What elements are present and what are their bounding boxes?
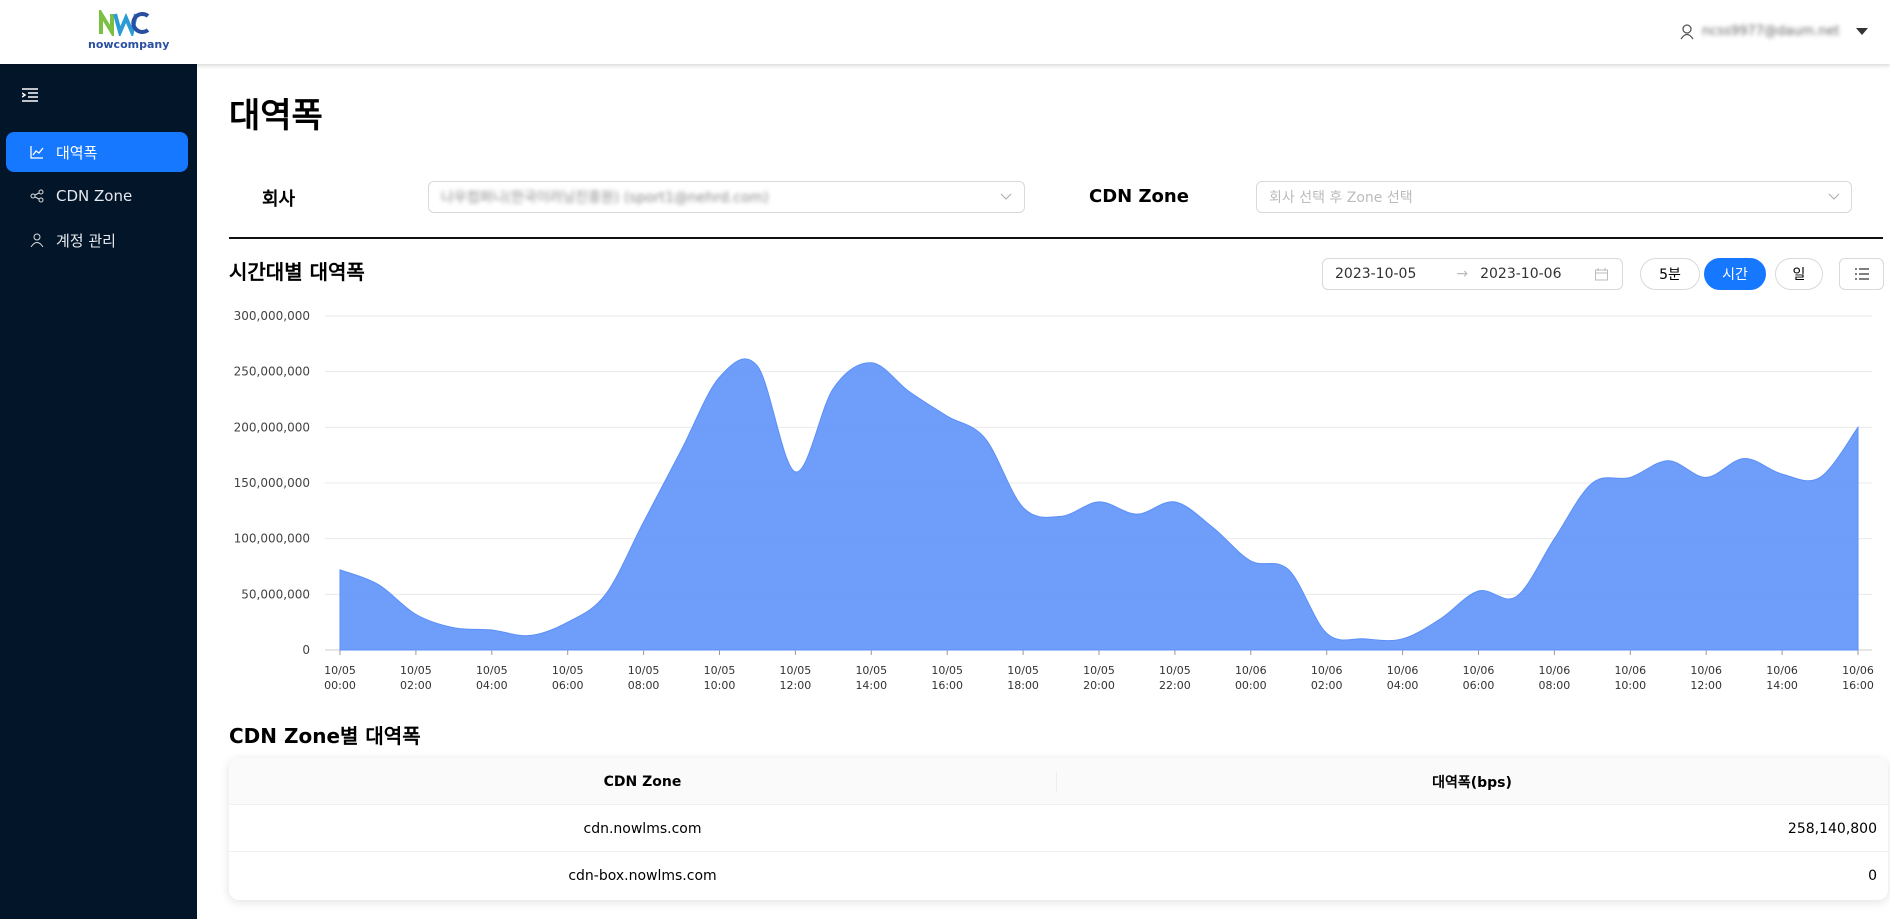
divider (229, 237, 1883, 239)
page-title: 대역폭 (229, 96, 323, 136)
x-tick-label: 10/05 12:00 (780, 664, 812, 692)
select-value: 나우컴퍼니(한국이러닝진흥원) (sport1@nehrd.com) (441, 190, 769, 206)
x-tick-label: 10/06 12:00 (1690, 664, 1722, 692)
menu-label: 대역폭 (56, 143, 98, 162)
y-tick-label: 50,000,000 (241, 587, 310, 601)
chart-title: 시간대별 대역폭 (229, 260, 365, 284)
zone-select[interactable]: 회사 선택 후 Zone 선택 (1256, 181, 1852, 213)
x-tick-label: 10/05 00:00 (324, 664, 356, 692)
y-tick-label: 300,000,000 (234, 309, 310, 323)
date-start: 2023-10-05 (1335, 266, 1417, 282)
user-dropdown[interactable] (1856, 28, 1868, 36)
table: CDN Zone 대역폭(bps) cdn.nowlms.com 258,140… (229, 758, 1888, 900)
company-select[interactable]: 나우컴퍼니(한국이러닝진흥원) (sport1@nehrd.com) (428, 181, 1025, 213)
x-tick-label: 10/05 04:00 (476, 664, 508, 692)
menu-toggle[interactable] (22, 88, 38, 102)
list-button[interactable] (1839, 258, 1884, 290)
column-header: CDN Zone (603, 773, 682, 790)
date-range[interactable]: 2023-10-05 → 2023-10-06 (1322, 258, 1623, 290)
table-row: cdn-box.nowlms.com 0 (229, 852, 1888, 899)
table-header: CDN Zone 대역폭(bps) (229, 758, 1888, 805)
user-icon (1680, 24, 1694, 40)
zone-cell: cdn.nowlms.com (583, 820, 702, 837)
menu-item[interactable]: 대역폭 (6, 132, 188, 172)
column-header: 대역폭(bps) (1432, 774, 1512, 791)
x-tick-label: 10/05 08:00 (628, 664, 660, 692)
menu-item[interactable]: 계정 관리 (6, 220, 188, 260)
x-tick-label: 10/06 08:00 (1539, 664, 1571, 692)
logo-mark (99, 10, 150, 36)
x-tick-label: 10/05 10:00 (704, 664, 736, 692)
x-tick-label: 10/06 14:00 (1766, 664, 1798, 692)
y-tick-label: 200,000,000 (234, 420, 310, 434)
menu-label: CDN Zone (56, 187, 133, 205)
menu-item[interactable]: CDN Zone (6, 176, 188, 216)
x-tick-label: 10/05 22:00 (1159, 664, 1191, 692)
x-tick-label: 10/06 10:00 (1614, 664, 1646, 692)
bandwidth-cell: 0 (1868, 867, 1877, 884)
interval-button[interactable]: 시간 (1704, 258, 1766, 290)
x-tick-label: 10/05 14:00 (855, 664, 887, 692)
zone-cell: cdn-box.nowlms.com (568, 867, 717, 884)
user-email[interactable]: ncss9977@daum.net (1702, 24, 1840, 39)
filter-label: 회사 (262, 189, 296, 210)
filter-label: CDN Zone (1089, 186, 1189, 207)
interval-button[interactable]: 일 (1775, 258, 1823, 290)
y-tick-label: 250,000,000 (234, 365, 310, 379)
header: nowcompany ncss9977@daum.net (0, 0, 1890, 64)
select-arrow (1000, 193, 1012, 200)
table-title: CDN Zone별 대역폭 (229, 724, 421, 748)
x-tick-label: 10/05 20:00 (1083, 664, 1115, 692)
date-end: 2023-10-06 (1480, 266, 1562, 282)
x-tick-label: 10/06 00:00 (1235, 664, 1267, 692)
x-tick-label: 10/06 16:00 (1842, 664, 1874, 692)
x-tick-label: 10/05 02:00 (400, 664, 432, 692)
select-placeholder: 회사 선택 후 Zone 선택 (1269, 190, 1413, 206)
chart: 0 50,000,000 100,000,000 150,000,000 200,000… (234, 309, 1874, 692)
area (339, 358, 1859, 651)
interval-button[interactable]: 5분 (1640, 258, 1700, 290)
table-row: cdn.nowlms.com 258,140,800 (229, 805, 1888, 852)
select-arrow (1828, 193, 1840, 200)
y-tick-label: 0 (302, 643, 310, 657)
y-tick-label: 100,000,000 (234, 532, 310, 546)
bandwidth-cell: 258,140,800 (1787, 820, 1877, 837)
x-tick-label: 10/06 02:00 (1311, 664, 1343, 692)
x-tick-label: 10/05 18:00 (1007, 664, 1039, 692)
x-tick-label: 10/05 16:00 (931, 664, 963, 692)
y-tick-label: 150,000,000 (234, 476, 310, 490)
x-tick-label: 10/05 06:00 (552, 664, 584, 692)
x-tick-label: 10/06 06:00 (1463, 664, 1495, 692)
logo-text: nowcompany (88, 38, 170, 51)
x-tick-label: 10/06 04:00 (1387, 664, 1419, 692)
menu-label: 계정 관리 (56, 231, 116, 250)
sidebar: 대역폭 CDN Zone 계정 관리 (0, 64, 197, 919)
